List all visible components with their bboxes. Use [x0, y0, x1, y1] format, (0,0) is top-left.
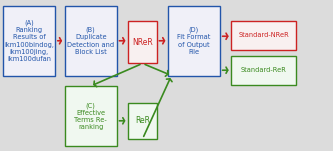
FancyBboxPatch shape: [65, 86, 117, 146]
FancyBboxPatch shape: [231, 21, 296, 50]
FancyBboxPatch shape: [168, 6, 220, 76]
Text: NReR: NReR: [132, 38, 153, 47]
Text: (C)
Effective
Terms Re-
ranking: (C) Effective Terms Re- ranking: [74, 102, 107, 130]
Text: (B)
Duplicate
Detection and
Block List: (B) Duplicate Detection and Block List: [67, 27, 114, 55]
FancyBboxPatch shape: [128, 21, 157, 63]
Text: (A)
Ranking
Results of
ikm100bindog,
ikm100jing,
ikm100dufan: (A) Ranking Results of ikm100bindog, ikm…: [4, 19, 54, 62]
FancyBboxPatch shape: [65, 6, 117, 76]
Text: ReR: ReR: [135, 116, 150, 125]
Text: (D)
Fit Format
of Output
File: (D) Fit Format of Output File: [177, 27, 211, 55]
FancyBboxPatch shape: [231, 56, 296, 85]
Text: Standard-NReR: Standard-NReR: [238, 32, 289, 39]
Text: Standard-ReR: Standard-ReR: [241, 67, 287, 73]
FancyBboxPatch shape: [3, 6, 55, 76]
FancyBboxPatch shape: [128, 103, 157, 139]
